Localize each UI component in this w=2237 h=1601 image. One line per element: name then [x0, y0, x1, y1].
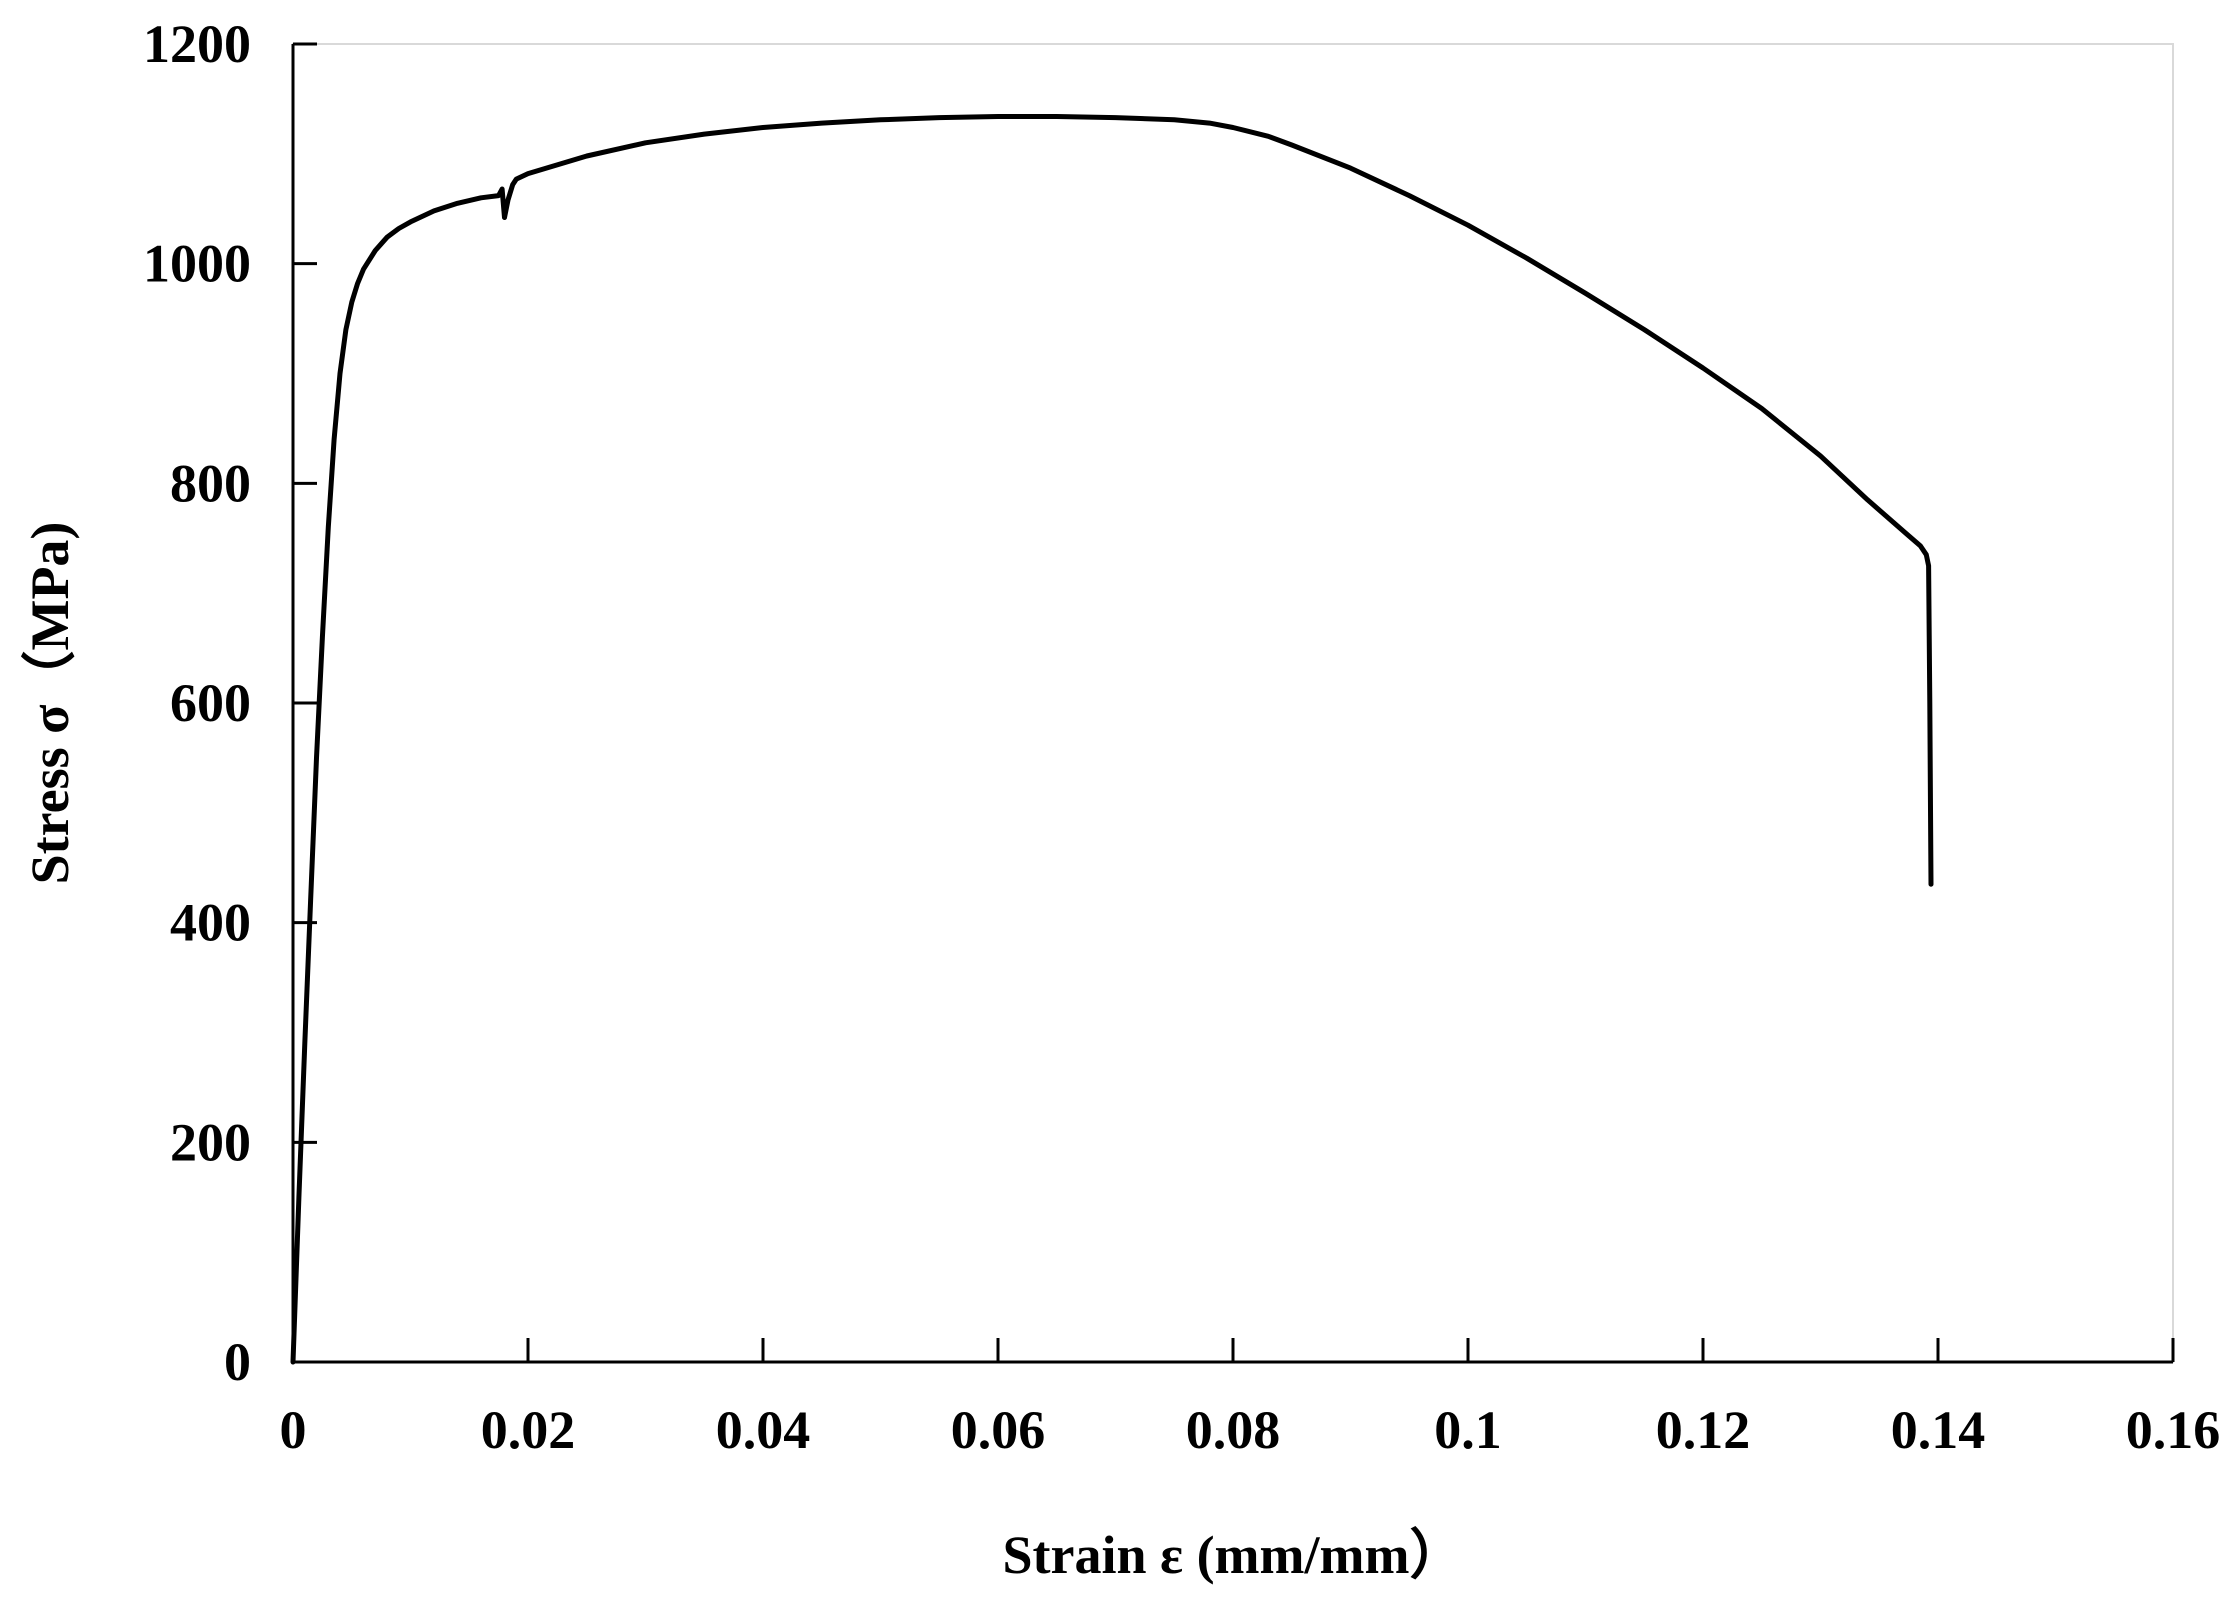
y-axis-title: Stress σ（MPa) [20, 522, 80, 885]
x-axis: 0 0.02 0.04 0.06 0.08 0.1 0.12 0.14 0.16 [280, 1338, 2221, 1460]
y-tick-label: 1200 [143, 14, 251, 74]
x-tick-label: 0.14 [1891, 1400, 1986, 1460]
x-tick-label: 0.16 [2126, 1400, 2221, 1460]
y-tick-label: 200 [170, 1112, 251, 1172]
x-tick-label: 0.06 [951, 1400, 1046, 1460]
x-tick-label: 0.08 [1186, 1400, 1281, 1460]
y-axis: 0 200 400 600 800 1000 1200 [143, 14, 317, 1392]
series-layer [290, 114, 1934, 1365]
x-tick-label: 0.02 [481, 1400, 576, 1460]
x-axis-title: Strain ε (mm/mm） [1002, 1525, 1463, 1585]
x-tick-label: 0.1 [1434, 1400, 1502, 1460]
x-tick-label: 0.04 [716, 1400, 811, 1460]
plot-frame [292, 43, 2174, 1363]
y-tick-label: 0 [224, 1332, 251, 1392]
y-tick-label: 400 [170, 893, 251, 953]
x-tick-label: 0 [280, 1400, 307, 1460]
stress-strain-curve [290, 114, 1934, 1365]
x-tick-label: 0.12 [1656, 1400, 1751, 1460]
y-tick-label: 1000 [143, 234, 251, 294]
y-tick-label: 600 [170, 673, 251, 733]
y-tick-label: 800 [170, 453, 251, 513]
